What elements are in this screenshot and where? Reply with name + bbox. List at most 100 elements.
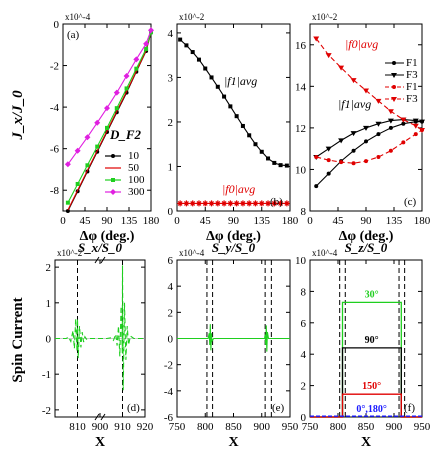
data-point [253,142,258,147]
panel-a: 0 -2 -4 -6 -8 0 45 90 135 180 x10^-4 Δφ (deg.) (a) D_… [50,12,160,244]
panel-title: S_y/S_0 [212,240,256,255]
data-point [413,132,418,137]
legend-label: 300 [128,186,145,198]
data-point [283,200,290,207]
y-tick-label: 10 [295,255,307,267]
legend-label: F1 [406,81,418,93]
x-tick-label: 750 [302,421,319,433]
data-point [419,119,425,125]
data-point [351,148,356,153]
y-tick-label: 6 [168,255,174,267]
data-point [338,138,345,144]
x-tick-label: 45 [80,215,92,227]
data-point [184,43,189,48]
data-point [239,200,246,207]
x-tick-label: 800 [197,421,214,433]
annotation: |f1|avg [338,97,371,111]
data-point [209,75,214,80]
y-tick-label: 6 [301,318,307,330]
data-point [376,154,381,159]
data-point [363,125,369,131]
data-point [65,200,70,205]
data-point [227,200,234,207]
data-point [183,200,190,207]
panel-label: (a) [67,29,80,41]
series-line [310,301,422,418]
x-axis-label: Δφ (deg.) [206,229,261,244]
y-tick-label: 2 [301,381,307,393]
data-point [391,73,397,78]
series-label: 150° [362,381,381,392]
data-point [375,121,382,127]
y-tick-label: 12 [295,123,306,135]
legend-label: 100 [128,174,145,186]
data-point [387,118,394,124]
data-point [364,159,368,164]
data-point [338,65,345,71]
data-point [133,56,140,63]
y-tick-label: 1 [46,298,52,310]
panel-f: 0 2 4 6 8 10 750 800 850 900 950 x10^-4 X S_z/S_0 30° 9… [295,240,431,450]
data-point [195,200,202,207]
data-point [351,161,356,166]
series-line [179,39,287,167]
panel-b: 0 1 2 3 4 0 45 90 135 180 x10^-2 Δφ (deg.) (b) |f1|av… [168,12,299,244]
x-tick-label: 0 [174,215,180,227]
data-point [202,200,209,207]
legend-label: F3 [406,93,418,105]
x-axis-label: Δφ (deg.) [80,229,135,244]
data-point [313,36,320,42]
data-point [233,200,240,207]
x-tick-label: 950 [414,421,431,433]
data-point [388,148,393,153]
panel-label: (e) [272,402,285,414]
data-point [392,85,396,89]
series-line [55,265,145,391]
x-tick-label: 0 [60,215,66,227]
x-tick-label: 180 [143,215,160,227]
data-point [265,200,272,207]
data-point [401,140,406,145]
y-multiplier: x10^-4 [65,12,91,22]
panel-label: (c) [404,196,417,208]
x-tick-label: 910 [114,421,131,433]
data-point [110,189,116,195]
panel-label: (b) [270,196,283,208]
series-line [316,129,423,164]
data-point [284,163,289,168]
bottom-row-ylabel: Spin Current [10,297,26,382]
x-tick-label: 900 [386,421,403,433]
data-point [240,123,245,128]
data-point [412,118,419,124]
data-point [326,158,331,163]
data-point [228,104,233,109]
data-point [325,146,332,152]
series-label: 0°,180° [356,404,387,415]
x-tick-label: 45 [333,215,345,227]
data-point [364,139,368,144]
y-multiplier: x10^-2 [312,12,337,22]
x-axis-label: Δφ (deg.) [339,229,394,244]
data-point [105,125,109,130]
data-point [391,97,397,102]
legend-label: 10 [128,150,140,162]
x-tick-label: 850 [358,421,375,433]
data-point [221,200,228,207]
data-point [134,66,139,71]
axis-break [94,256,106,421]
x-tick-label: 810 [69,421,86,433]
y-tick-label: -4 [50,102,60,114]
y-tick-label: 3 [168,72,174,84]
data-point [208,200,215,207]
data-point [104,105,110,112]
data-point [144,46,149,51]
x-axis-label: X [361,435,371,450]
data-point [113,89,120,96]
data-point [84,134,91,141]
data-point [258,200,265,207]
x-tick-label: 90 [228,215,240,227]
y-tick-label: -2 [50,61,59,73]
y-tick-label: -2 [42,405,51,417]
series-line [177,324,290,352]
